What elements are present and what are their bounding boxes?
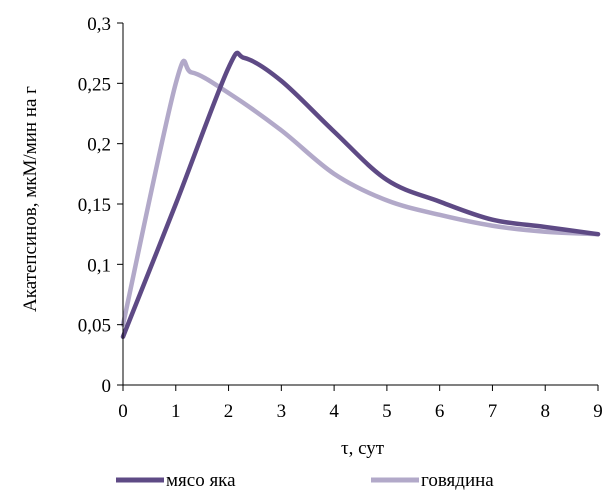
legend: мясо яка говядина [116,470,494,491]
y-tick-label: 0,15 [78,195,111,216]
x-tick-label: 1 [171,401,181,422]
legend-label: мясо яка [166,470,236,491]
x-tick-label: 8 [540,401,550,422]
series-line-2 [120,58,601,327]
y-tick-label: 0,1 [87,255,111,276]
x-tick-label: 5 [382,401,392,422]
x-tick-label: 7 [488,401,498,422]
legend-item: мясо яка [116,470,236,491]
series-line-1 [120,50,601,339]
legend-item: говядина [371,470,494,491]
x-ticks: 0 1 2 3 4 5 6 7 8 9 [118,385,603,422]
x-tick-label: 0 [118,401,128,422]
y-tick-label: 0 [102,376,112,397]
legend-label: говядина [421,470,494,491]
y-axis-title: Акатепсинов, мкМ/мин на г [20,86,41,312]
axes [122,23,598,386]
x-tick-label: 3 [277,401,287,422]
x-tick-label: 9 [593,401,603,422]
x-tick-label: 2 [224,401,234,422]
y-ticks: 0 0,05 0,1 0,15 0,2 0,25 0,3 [78,14,123,397]
y-tick-label: 0,25 [78,74,111,95]
plot-lines [120,50,601,339]
y-tick-label: 0,05 [78,316,111,337]
x-axis-title: τ, сут [341,438,385,459]
y-tick-label: 0,3 [87,14,111,35]
y-tick-label: 0,2 [87,135,111,156]
x-tick-label: 6 [435,401,445,422]
x-tick-label: 4 [329,401,339,422]
